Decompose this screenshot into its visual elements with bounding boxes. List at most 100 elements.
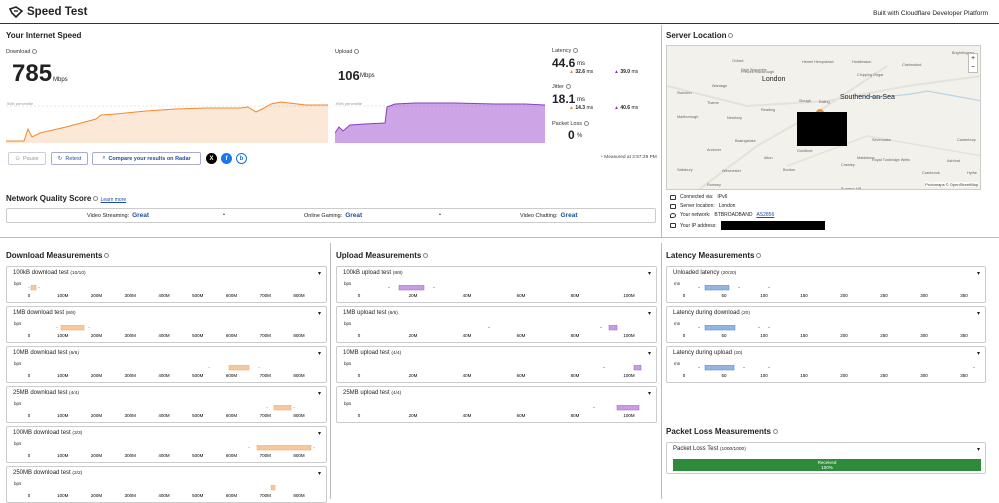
map-zoom-control: + − (968, 53, 978, 73)
measurement-card[interactable]: 250MB download test (2/2) ▾ bps 0 100M 200M… (6, 466, 327, 503)
card-title: 10MB upload test (4/4) (343, 350, 402, 356)
nq-gaming: Online Gaming: Great (304, 212, 363, 219)
upload-measurements-title: Upload Measurements (336, 251, 429, 260)
measurement-card[interactable]: 1MB upload test (6/6) ▾ bps 0 20M 40M 60M 80M… (336, 306, 657, 343)
server-map[interactable]: Oxford High Wycombe London Southend-on-Sea R… (666, 45, 981, 190)
chevron-down-icon[interactable]: ▾ (976, 311, 980, 317)
measurement-card[interactable]: 100MB download test (3/3) ▾ bps 0 100M 200M… (6, 426, 327, 463)
app-title: Speed Test (27, 6, 88, 18)
point (388, 286, 390, 289)
point (433, 286, 435, 289)
ip-icon (670, 223, 676, 228)
upload-unit: Mbps (360, 73, 375, 79)
tick-label: 300 (920, 333, 928, 338)
tick-label: 0 (28, 493, 31, 498)
zoom-out-button[interactable]: − (970, 64, 976, 71)
retest-button[interactable]: ↻ Retest (51, 152, 88, 165)
measurement-card[interactable]: Latency during upload (20) ▾ ms 0 50 100 150… (666, 346, 986, 383)
chevron-down-icon[interactable]: ▾ (647, 311, 651, 317)
tick-label: 300M (125, 373, 137, 378)
chevron-down-icon[interactable]: ▾ (317, 471, 321, 477)
measurement-card[interactable]: 25MB upload test (4/4) ▾ bps 0 20M 40M 60M 80… (336, 386, 657, 423)
chevron-down-icon[interactable]: ▾ (317, 391, 321, 397)
unit-label: bps (14, 401, 22, 406)
point (258, 366, 260, 369)
tick-label: 700M (260, 413, 272, 418)
pause-button[interactable]: ⊙ Pause (8, 152, 46, 165)
tick-label: 0 (358, 373, 361, 378)
map-label: Marlborough (677, 115, 699, 119)
tick-label: 700M (260, 373, 272, 378)
chevron-down-icon[interactable]: ▾ (647, 271, 651, 277)
chevron-down-icon[interactable]: ▾ (976, 351, 980, 357)
info-icon (772, 429, 778, 435)
tick-label: 300 (920, 373, 928, 378)
point (743, 366, 745, 369)
box-plot: 0 100M 200M 300M 400M 500M 600M 700M 800M (28, 365, 305, 378)
share-x-button[interactable]: X (206, 153, 217, 164)
map-label: Cranbrook (922, 171, 940, 175)
point (266, 406, 268, 409)
tick-label: 0 (28, 293, 31, 298)
chevron-down-icon[interactable]: ▾ (317, 351, 321, 357)
packet-loss-measurements-title: Packet Loss Measurements (666, 427, 778, 436)
measurement-card[interactable]: 10MB download test (6/6) ▾ bps 0 100M 200M 3… (6, 346, 327, 383)
download-label: Download (6, 49, 38, 55)
measurement-card[interactable]: 1MB download test (8/8) ▾ bps 0 100M 200M 30… (6, 306, 327, 343)
asn-link[interactable]: AS2856 (756, 212, 775, 218)
tick-label: 100 (760, 333, 768, 338)
tick-label: 0 (358, 293, 361, 298)
tick-label: 600M (226, 453, 238, 458)
tick-label: 100 (760, 293, 768, 298)
tick-label: 800M (293, 453, 305, 458)
tick-label: 50 (721, 293, 727, 298)
tick-label: 60M (517, 373, 526, 378)
measurement-card[interactable]: Unloaded latency (20/20) ▾ ms 0 50 100 150 20… (666, 266, 986, 303)
chevron-down-icon[interactable]: ▾ (976, 271, 980, 277)
tick-label: 600M (226, 333, 238, 338)
zoom-in-button[interactable]: + (970, 55, 976, 62)
point (600, 326, 602, 329)
tick-label: 0 (683, 373, 686, 378)
map-label: Southend-on-Sea (840, 94, 895, 101)
box (608, 325, 618, 331)
chevron-down-icon[interactable]: ▾ (317, 311, 321, 317)
measurement-card[interactable]: Latency during download (20) ▾ ms 0 50 100 1… (666, 306, 986, 343)
unit-label: bps (344, 401, 352, 406)
tick-label: 400M (158, 293, 170, 298)
chevron-down-icon[interactable]: ▾ (647, 351, 651, 357)
received-bar-track: Received 100% (673, 459, 981, 471)
upload-value: 106 (338, 68, 360, 83)
location-pin-icon (670, 212, 676, 218)
map-label: Hythe (967, 171, 977, 175)
chevron-down-icon[interactable]: ▾ (317, 431, 321, 437)
upload-arrow-icon: ▲ (614, 69, 619, 75)
box-plot: 0 20M 40M 60M 80M 100M (358, 365, 642, 378)
measurement-card[interactable]: 100kB upload test (8/8) ▾ bps 0 20M 40M 60M 8… (336, 266, 657, 303)
tick-label: 250 (880, 293, 888, 298)
share-facebook-button[interactable]: f (221, 153, 232, 164)
map-label: Reading (761, 108, 776, 112)
chevron-down-icon[interactable]: ▾ (976, 447, 980, 453)
measurement-card[interactable]: 25MB download test (4/4) ▾ bps 0 100M 200M 3… (6, 386, 327, 423)
compare-radar-button[interactable]: ⌕ Compare your results on Radar (92, 152, 201, 165)
chevron-down-icon[interactable]: ▾ (317, 271, 321, 277)
tick-label: 200 (840, 293, 848, 298)
learn-more-link[interactable]: Learn more (100, 197, 127, 203)
jitter-unit: ms (577, 97, 585, 103)
share-bluesky-button[interactable]: b (236, 153, 247, 164)
measurement-card[interactable]: 100kB download test (10/10) ▾ bps 0 100M 20… (6, 266, 327, 303)
tick-label: 50 (721, 373, 727, 378)
map-label: High Wycombe (741, 68, 767, 72)
chevron-down-icon[interactable]: ▾ (647, 391, 651, 397)
point (293, 406, 295, 409)
tick-label: 200M (91, 453, 103, 458)
card-title: 25MB upload test (4/4) (343, 390, 402, 396)
tick-label: 100M (57, 493, 69, 498)
tick-label: 100M (623, 373, 635, 378)
point (88, 326, 90, 329)
server-icon (670, 203, 676, 209)
packet-loss-test-card[interactable]: Packet Loss Test (1000/1000) ▾ Received 1… (666, 442, 986, 474)
map-label: Wantage (712, 84, 728, 88)
measurement-card[interactable]: 10MB upload test (4/4) ▾ bps 0 20M 40M 60M 80… (336, 346, 657, 383)
